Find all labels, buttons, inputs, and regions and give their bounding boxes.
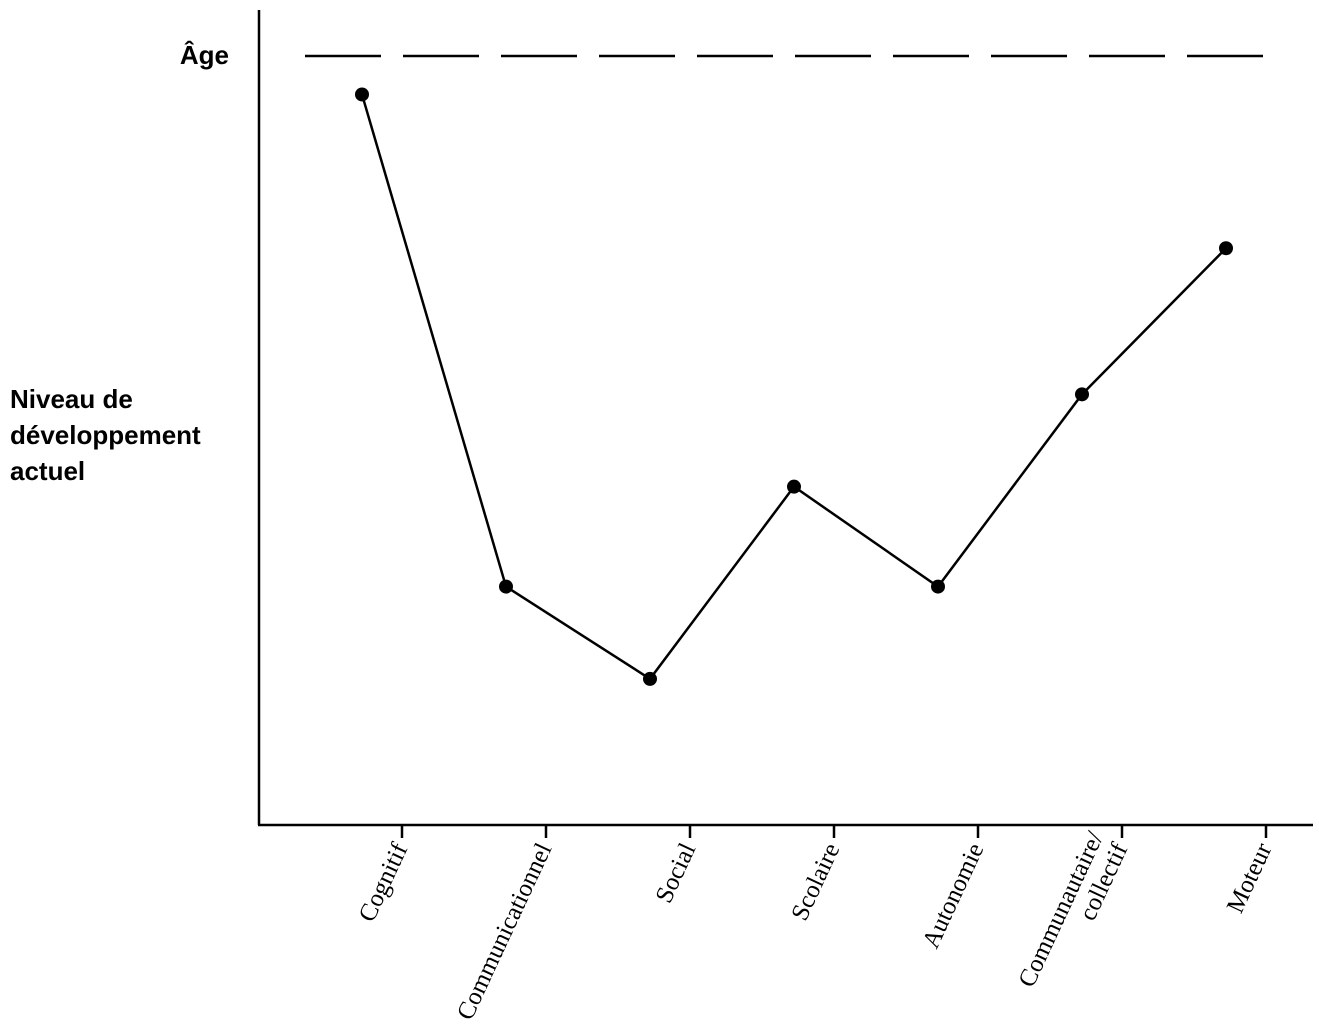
x-tick-label-line: Cognitif bbox=[354, 839, 414, 927]
x-tick-label: Moteur bbox=[1222, 839, 1278, 918]
data-point bbox=[787, 479, 801, 494]
x-tick-label: Autonomie bbox=[917, 839, 989, 952]
data-point bbox=[643, 671, 657, 686]
data-point bbox=[499, 579, 513, 594]
y-axis-label-line-3: actuel bbox=[10, 456, 85, 486]
x-tick-label: Cognitif bbox=[354, 839, 414, 927]
x-tick-label-line: Autonomie bbox=[917, 839, 989, 952]
x-tick-label: Communautaire/collectif bbox=[1013, 827, 1133, 1003]
x-tick-labels: Cognitif Communicationnel Social Scolaire Au… bbox=[354, 827, 1278, 1025]
data-point bbox=[1219, 241, 1233, 256]
x-tick-label-line: Moteur bbox=[1222, 839, 1278, 918]
y-axis-label: Niveau de développement actuel bbox=[10, 384, 208, 486]
x-tick-label-line: Communicationnel bbox=[452, 839, 557, 1024]
series-development bbox=[355, 87, 1233, 686]
x-ticks bbox=[400, 825, 1268, 838]
x-tick-label: Scolaire bbox=[786, 839, 845, 925]
data-point bbox=[1075, 387, 1089, 402]
x-tick-label: Communicationnel bbox=[452, 839, 557, 1024]
x-tick-label-line: Social bbox=[651, 839, 702, 907]
age-label: Âge bbox=[180, 40, 229, 70]
series-line bbox=[360, 94, 1227, 681]
y-axis-label-line-1: Niveau de bbox=[10, 384, 133, 414]
x-tick-label: Social bbox=[651, 839, 702, 907]
data-point bbox=[931, 579, 945, 594]
data-point bbox=[355, 87, 369, 102]
x-tick-label-line: Scolaire bbox=[786, 839, 845, 925]
y-axis-label-line-2: développement bbox=[10, 420, 201, 450]
